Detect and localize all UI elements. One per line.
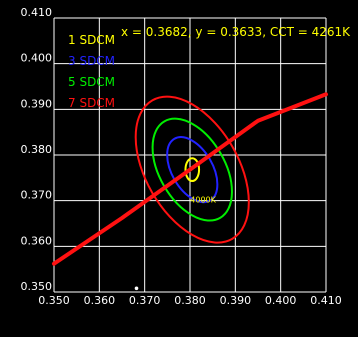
coordinate-readout: x = 0.3682, y = 0.3633, CCT = 4261K bbox=[121, 25, 351, 39]
x-tick-label: 0.380 bbox=[174, 294, 206, 307]
y-tick-label: 0.380 bbox=[21, 143, 53, 156]
legend-entry: 1 SDCM bbox=[68, 33, 115, 47]
legend-entry: 5 SDCM bbox=[68, 75, 115, 89]
y-tick-label: 0.400 bbox=[21, 52, 53, 65]
locus-line bbox=[52, 92, 328, 266]
x-tick-label: 0.400 bbox=[265, 294, 297, 307]
y-tick-label: 0.390 bbox=[21, 97, 53, 110]
y-tick-label: 0.350 bbox=[21, 280, 53, 293]
markers: 4000K bbox=[134, 196, 217, 291]
sample-point bbox=[134, 286, 139, 291]
ellipse-1-sdcm bbox=[184, 157, 201, 183]
planckian-locus bbox=[52, 92, 328, 266]
grid bbox=[53, 17, 327, 293]
x-tick-label: 0.360 bbox=[84, 294, 116, 307]
x-tick-label: 0.370 bbox=[129, 294, 161, 307]
y-tick-label: 0.410 bbox=[21, 6, 53, 19]
x-tick-label: 0.410 bbox=[310, 294, 342, 307]
x-tick-label: 0.350 bbox=[38, 294, 70, 307]
cct-marker-label: 4000K bbox=[190, 196, 216, 205]
legend: 1 SDCM 3 SDCM 5 SDCM 7 SDCM bbox=[68, 33, 115, 110]
legend-entry: 3 SDCM bbox=[68, 54, 115, 68]
x-axis-ticks: 0.350 0.360 0.370 0.380 0.390 0.400 0.410 bbox=[38, 294, 342, 307]
x-tick-label: 0.390 bbox=[220, 294, 252, 307]
y-tick-label: 0.360 bbox=[21, 234, 53, 247]
legend-entry: 7 SDCM bbox=[68, 96, 115, 110]
y-axis-ticks: 0.350 0.360 0.370 0.380 0.390 0.400 0.410 bbox=[21, 6, 53, 293]
y-tick-label: 0.370 bbox=[21, 189, 53, 202]
ellipse-7-sdcm bbox=[134, 95, 250, 244]
